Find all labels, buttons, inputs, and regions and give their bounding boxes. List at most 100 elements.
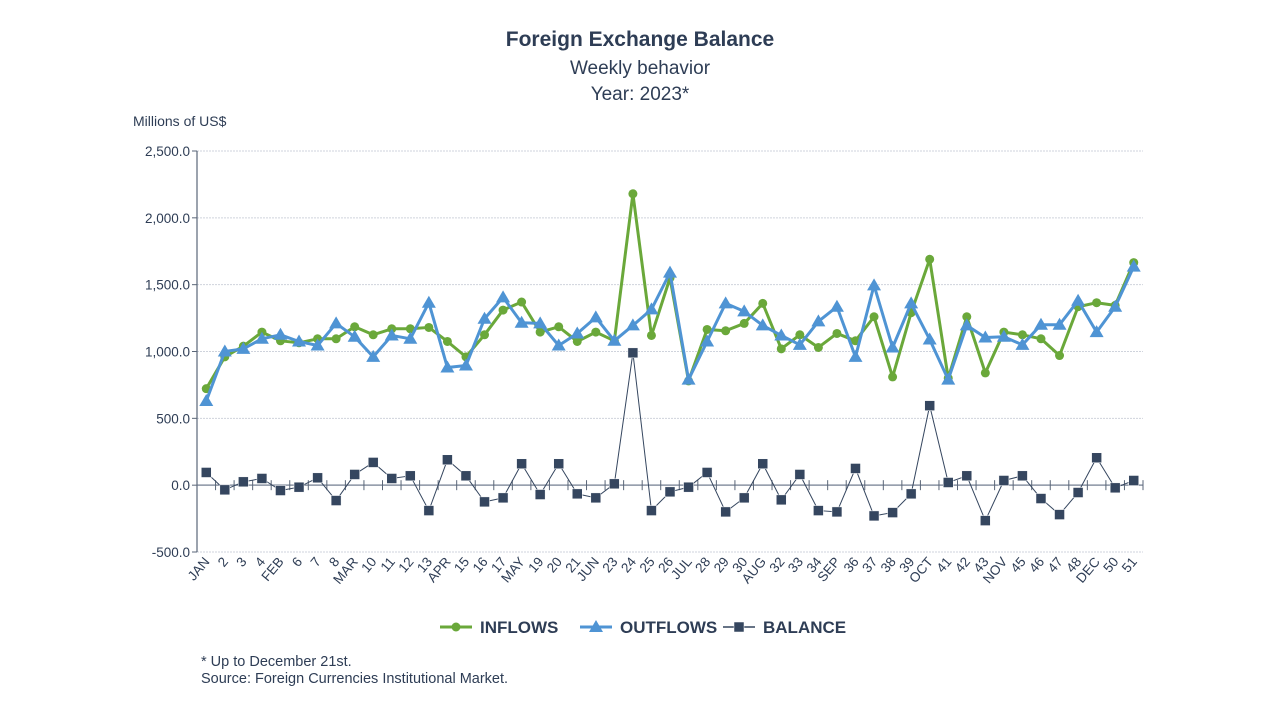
balance-marker [386, 473, 398, 484]
x-tick-label: 11 [378, 554, 398, 574]
outflows-marker [458, 358, 473, 371]
outflows-marker [403, 331, 418, 344]
balance-marker [1017, 470, 1028, 482]
x-tick-label: 13 [414, 554, 435, 575]
outflows-marker [273, 327, 288, 340]
legend-item-balance: BALANCE [723, 618, 846, 637]
inflows-marker [646, 330, 656, 340]
balance-marker [256, 473, 268, 484]
x-tick-label: 17 [488, 554, 509, 575]
balance-marker [1054, 509, 1065, 520]
legend-label-outflows: OUTFLOWS [620, 618, 717, 637]
x-tick-label: 43 [970, 554, 991, 575]
x-tick-label: 41 [933, 554, 954, 575]
balance-marker [850, 463, 861, 474]
inflows-marker [480, 330, 490, 340]
inflows-marker [702, 324, 712, 334]
outflows-marker [644, 302, 659, 315]
balance-marker [1072, 487, 1084, 498]
outflows-marker [217, 344, 232, 357]
x-tick-label: FEB [258, 554, 286, 584]
inflows-marker [572, 336, 582, 346]
outflows-marker [1089, 325, 1104, 338]
outflows-marker [718, 296, 733, 309]
inflows-marker [1036, 334, 1046, 344]
inflows-marker [980, 368, 990, 378]
balance-marker [423, 505, 435, 516]
y-axis-label: Millions of US$ [133, 113, 227, 129]
x-tick-label: 2 [215, 554, 231, 569]
outflows-marker [681, 372, 696, 385]
outflows-marker [774, 328, 789, 341]
balance-marker [627, 347, 639, 359]
inflows-marker [776, 344, 786, 354]
inflows-marker [554, 322, 564, 332]
outflows-marker [848, 349, 863, 362]
outflows-marker [663, 265, 677, 278]
outflows-marker [440, 360, 455, 373]
legend-item-inflows: INFLOWS [440, 618, 558, 637]
inflows-marker [442, 336, 452, 346]
y-tick-label: -500.0 [152, 545, 190, 560]
x-tick-label: 51 [1119, 554, 1140, 575]
inflows-marker [405, 324, 415, 334]
x-tick-label: 6 [289, 554, 305, 569]
balance-marker [794, 469, 806, 480]
outflows-marker [607, 333, 622, 346]
legend-label-balance: BALANCE [763, 618, 846, 637]
x-tick-label: JUL [668, 554, 695, 582]
balance-marker [590, 492, 602, 504]
outflows-marker [978, 330, 993, 343]
balance-marker [238, 476, 249, 488]
balance-marker [646, 505, 657, 516]
outflows-marker [477, 311, 492, 324]
outflows-marker [811, 314, 826, 327]
x-tick-label: 32 [766, 554, 787, 575]
balance-marker [330, 495, 342, 506]
balance-marker [1091, 452, 1102, 464]
outflows-marker [1108, 299, 1123, 312]
balance-marker [701, 467, 713, 478]
outflows-marker [1015, 337, 1030, 350]
x-tick-label: 28 [692, 554, 713, 575]
y-tick-label: 0.0 [171, 478, 190, 493]
x-tick-label: 20 [544, 554, 565, 575]
outflows-marker [625, 318, 640, 331]
inflows-marker [813, 342, 823, 352]
balance-marker [534, 489, 546, 500]
source-note: Source: Foreign Currencies Institutional… [201, 671, 509, 687]
balance-marker [776, 494, 787, 506]
y-tick-label: 2,500.0 [145, 144, 190, 159]
outflows-marker [737, 304, 752, 317]
balance-marker [312, 472, 323, 484]
inflows-marker [350, 322, 360, 332]
y-tick-label: 500.0 [156, 411, 190, 426]
outflows-marker [421, 295, 436, 308]
x-tick-label: 48 [1063, 554, 1084, 575]
balance-marker [738, 492, 750, 504]
chart-subtitle: Weekly behavior [569, 58, 711, 79]
outflows-marker [959, 318, 974, 331]
balance-marker [664, 486, 676, 498]
x-tick-label: 26 [655, 554, 676, 575]
outflows-marker [904, 296, 919, 309]
inflows-marker [424, 322, 434, 332]
outflows-marker [941, 372, 956, 385]
inflows-marker [1092, 298, 1102, 308]
inflows-marker [1017, 330, 1027, 340]
outflows-marker [199, 393, 214, 406]
inflows-marker [925, 254, 935, 264]
y-tick-label: 1,000.0 [145, 345, 190, 360]
x-tick-label: 47 [1045, 554, 1066, 575]
balance-marker [497, 492, 509, 504]
x-tick-label: 10 [358, 554, 379, 575]
outflows-marker [384, 328, 399, 341]
balance-marker [572, 488, 583, 500]
x-tick-label: 16 [470, 554, 491, 575]
balance-marker [980, 515, 991, 526]
balance-marker [349, 469, 360, 480]
outflows-marker [570, 326, 585, 339]
x-tick-label: JUN [574, 554, 602, 584]
inflows-marker [888, 372, 898, 382]
inflows-marker [962, 312, 972, 322]
